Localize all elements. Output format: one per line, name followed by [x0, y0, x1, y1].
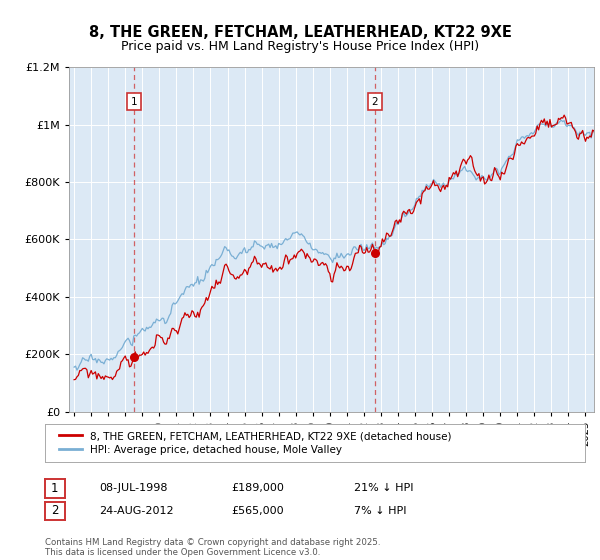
Text: £189,000: £189,000 — [231, 483, 284, 493]
Text: Price paid vs. HM Land Registry's House Price Index (HPI): Price paid vs. HM Land Registry's House … — [121, 40, 479, 53]
Text: Contains HM Land Registry data © Crown copyright and database right 2025.
This d: Contains HM Land Registry data © Crown c… — [45, 538, 380, 557]
Text: 08-JUL-1998: 08-JUL-1998 — [99, 483, 167, 493]
Text: 2: 2 — [371, 97, 378, 106]
Text: 2: 2 — [51, 505, 59, 517]
Text: 8, THE GREEN, FETCHAM, LEATHERHEAD, KT22 9XE: 8, THE GREEN, FETCHAM, LEATHERHEAD, KT22… — [89, 25, 511, 40]
Text: 21% ↓ HPI: 21% ↓ HPI — [354, 483, 413, 493]
Text: 1: 1 — [51, 482, 59, 495]
Text: 1: 1 — [131, 97, 138, 106]
Text: 7% ↓ HPI: 7% ↓ HPI — [354, 506, 407, 516]
Legend: 8, THE GREEN, FETCHAM, LEATHERHEAD, KT22 9XE (detached house), HPI: Average pric: 8, THE GREEN, FETCHAM, LEATHERHEAD, KT22… — [56, 428, 455, 458]
Text: £565,000: £565,000 — [231, 506, 284, 516]
Text: 24-AUG-2012: 24-AUG-2012 — [99, 506, 173, 516]
